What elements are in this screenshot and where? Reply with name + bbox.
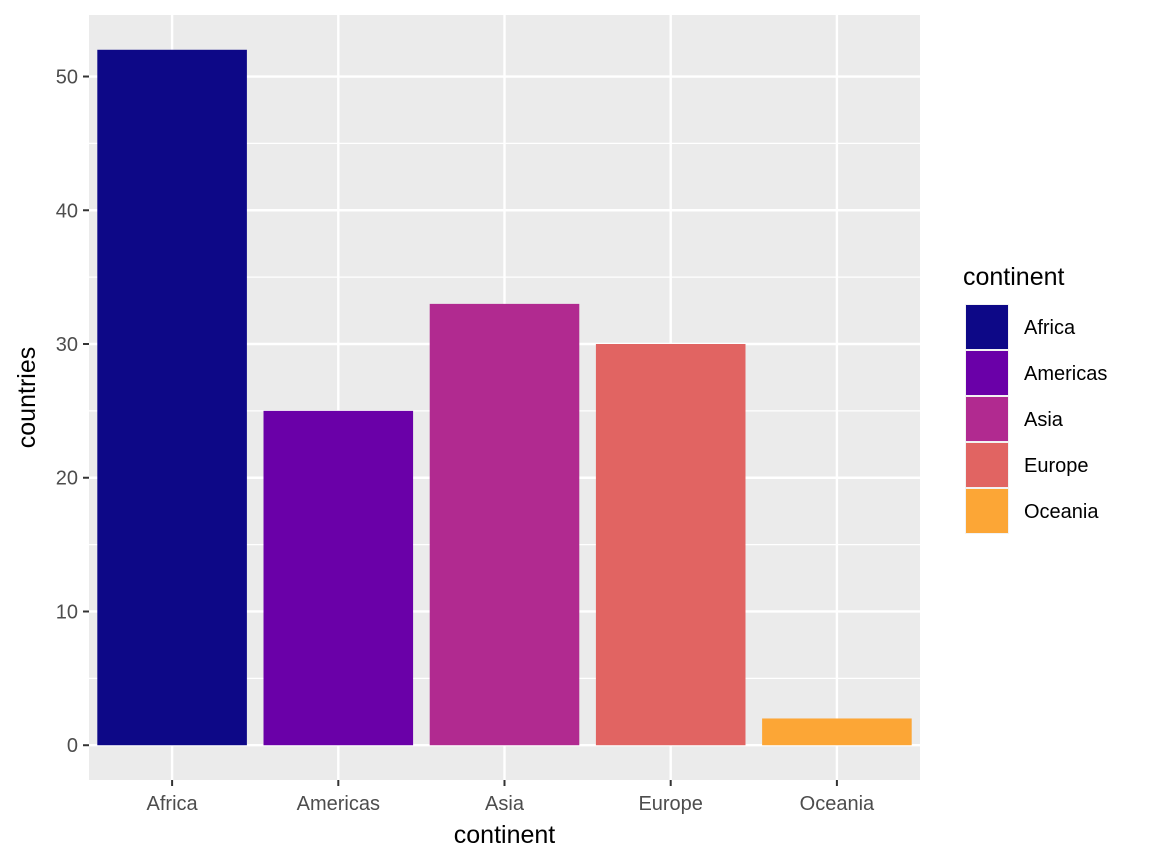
legend-swatch: [966, 443, 1008, 487]
x-axis: Africa Americas Asia Europe Oceania: [147, 780, 875, 815]
legend-swatch: [966, 351, 1008, 395]
bar-africa: [97, 49, 247, 746]
bar-asia: [429, 303, 580, 746]
y-tick-label: 50: [56, 67, 78, 89]
legend-label: Africa: [1024, 317, 1076, 339]
y-axis: 0 10 20 30 40 50: [56, 67, 89, 757]
legend-swatch: [966, 489, 1008, 533]
x-axis-title: continent: [454, 821, 556, 849]
y-tick-label: 20: [56, 468, 78, 490]
bar-oceania: [762, 718, 912, 746]
x-tick-label: Asia: [485, 793, 525, 815]
legend-label: Oceania: [1024, 501, 1099, 523]
bar-europe: [595, 344, 746, 746]
bars: [97, 49, 912, 746]
bar-americas: [263, 410, 414, 746]
legend-swatch: [966, 397, 1008, 441]
y-tick-label: 10: [56, 601, 78, 623]
legend: continent Africa Americas Asia Europe Oceani…: [963, 263, 1107, 534]
x-tick-label: Americas: [297, 793, 380, 815]
y-tick-label: 30: [56, 334, 78, 356]
legend-swatch: [966, 305, 1008, 349]
x-tick-label: Europe: [638, 793, 703, 815]
y-axis-title: countries: [13, 347, 41, 448]
legend-title: continent: [963, 263, 1065, 291]
x-tick-label: Oceania: [800, 793, 875, 815]
legend-label: Europe: [1024, 455, 1089, 477]
y-tick-label: 0: [67, 735, 78, 757]
legend-label: Americas: [1024, 363, 1107, 385]
y-tick-label: 40: [56, 200, 78, 222]
legend-label: Asia: [1024, 409, 1064, 431]
x-tick-label: Africa: [147, 793, 199, 815]
